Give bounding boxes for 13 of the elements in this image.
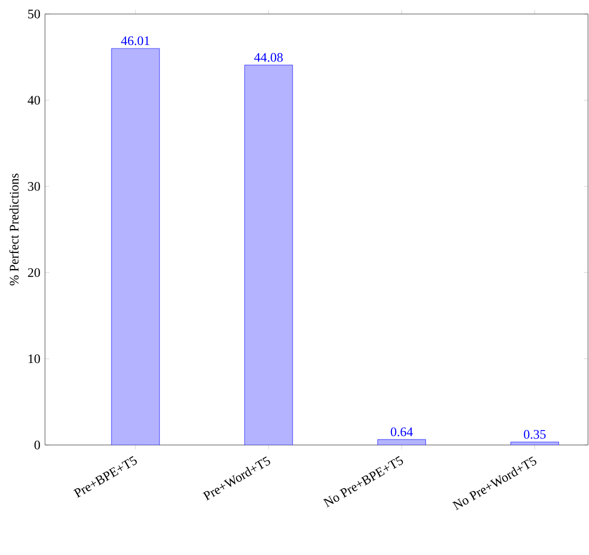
data-label: 46.01 — [121, 36, 150, 46]
y-tick-label: 20 — [28, 268, 40, 277]
data-label: 0.64 — [390, 427, 413, 436]
y-tick-label: 10 — [28, 354, 40, 364]
bar — [111, 48, 160, 445]
y-tick-label: 50 — [28, 10, 40, 18]
y-tick-label: 40 — [28, 96, 40, 105]
y-axis-title: % Perfect Predictions — [9, 174, 19, 286]
y-tick-label: 30 — [28, 182, 40, 191]
bar — [244, 64, 293, 445]
data-label: 0.35 — [524, 430, 546, 439]
y-tick-label: 0 — [34, 440, 40, 450]
data-label: 44.08 — [254, 53, 283, 62]
